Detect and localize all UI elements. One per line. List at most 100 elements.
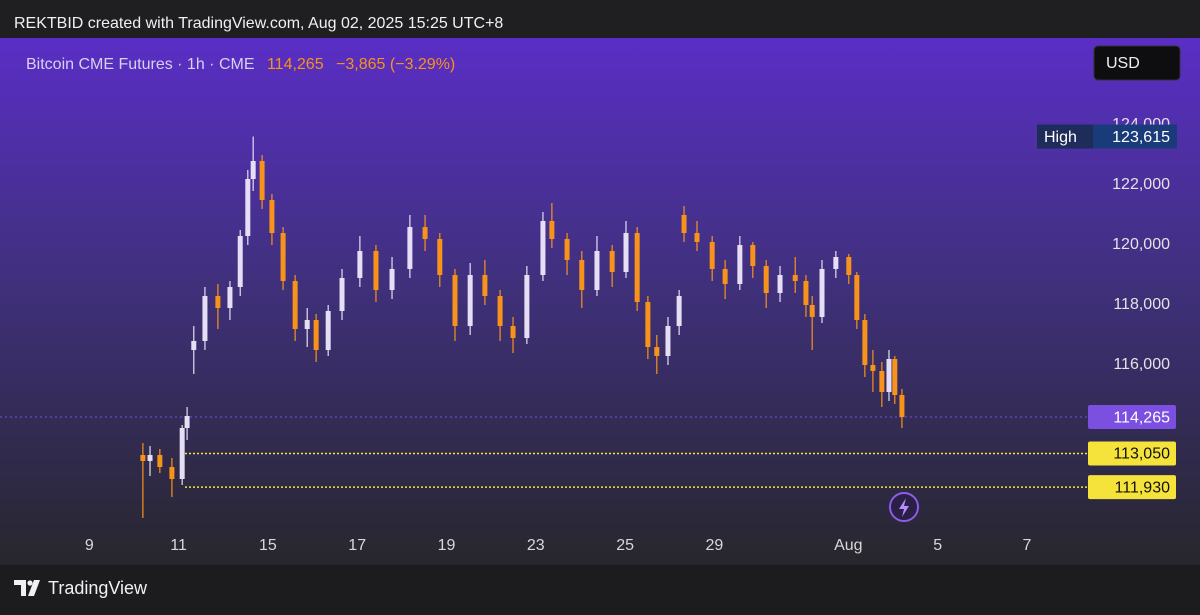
high-box-value (1093, 124, 1177, 149)
x-tick-label: 5 (933, 537, 942, 554)
price-label: 113,050 (1113, 446, 1170, 463)
x-tick-label: 17 (348, 537, 366, 554)
last-label: 114,265 (267, 56, 324, 73)
candle-body (407, 227, 413, 269)
candle-body (777, 275, 783, 293)
header-text: REKTBID created with TradingView.com, Au… (14, 15, 503, 32)
candle-body (339, 278, 345, 311)
candle-body (645, 302, 651, 347)
high-box-label (1037, 124, 1093, 149)
y-tick-label: 120,000 (1112, 236, 1170, 253)
candle-body (540, 221, 546, 275)
candle-body (259, 161, 265, 200)
candle-body (722, 269, 728, 284)
price-label-box (1088, 441, 1176, 466)
candle-body (803, 281, 809, 305)
candle-body (524, 275, 530, 338)
currency-button[interactable] (1093, 45, 1181, 81)
candle-body (237, 236, 243, 287)
candle-body (437, 239, 443, 275)
x-tick-label: 15 (259, 537, 277, 554)
candle-body (304, 320, 310, 329)
high-value: 123,615 (1112, 129, 1170, 146)
candle-body (681, 215, 687, 233)
brand-logo (14, 580, 40, 596)
candle-body (482, 275, 488, 296)
candle-body (157, 455, 163, 467)
candle-body (292, 281, 298, 329)
candle-body (325, 311, 331, 350)
price-label: 111,930 (1115, 479, 1171, 496)
price-label: 114,265 (1113, 409, 1170, 426)
event-icon (889, 492, 919, 522)
candle-body (879, 371, 885, 392)
candle-body (452, 275, 458, 326)
candle-body (694, 233, 700, 242)
candle-body (892, 359, 898, 395)
currency-button-text[interactable]: USD (1106, 55, 1140, 72)
candle-body (269, 200, 275, 233)
candle-body (792, 275, 798, 281)
candle-body (750, 245, 756, 266)
candle-body (184, 416, 190, 428)
y-tick-label: 118,000 (1113, 296, 1170, 313)
candle-body (373, 251, 379, 290)
candle-body (833, 257, 839, 269)
x-tick-label: 25 (616, 537, 634, 554)
x-tick-label: Aug (834, 537, 862, 554)
candle-body (140, 455, 146, 461)
candle-body (422, 227, 428, 239)
x-tick-label: 29 (706, 537, 724, 554)
candle-body (854, 275, 860, 320)
candle-body (227, 287, 233, 308)
price-label-box (1088, 405, 1176, 430)
brand-text: TradingView (48, 578, 148, 598)
candle-body (510, 326, 516, 338)
candle-body (899, 395, 905, 418)
x-tick-label: 11 (170, 537, 187, 554)
footer-bar (0, 565, 1200, 615)
candle-body (634, 233, 640, 302)
candle-body (147, 455, 153, 461)
candle-body (313, 320, 319, 350)
candle-body (594, 251, 600, 290)
candle-body (579, 260, 585, 290)
change-label: −3,865 (−3.29%) (336, 56, 455, 73)
candle-body (169, 467, 175, 479)
candle-body (886, 359, 892, 392)
candle-body (357, 251, 363, 278)
candle-body (665, 326, 671, 356)
x-tick-label: 23 (527, 537, 545, 554)
candle-body (870, 365, 876, 371)
candle-body (609, 251, 615, 272)
candle-body (862, 320, 868, 365)
header-bar (0, 0, 1200, 38)
x-tick-label: 7 (1023, 537, 1032, 554)
chart-background (0, 38, 1200, 565)
candle-body (497, 296, 503, 326)
legend: Bitcoin CME Futures · 1h · CME 114,265 −… (26, 56, 455, 73)
candle-body (737, 245, 743, 284)
candle-body (250, 161, 256, 179)
candle-body (191, 341, 197, 350)
candle-body (280, 233, 286, 281)
candle-body (215, 296, 221, 308)
symbol-label: Bitcoin CME Futures · 1h · CME (26, 56, 255, 73)
candle-body (564, 239, 570, 260)
candle-body (202, 296, 208, 341)
candle-body (709, 242, 715, 269)
candle-body (623, 233, 629, 272)
candle-body (179, 428, 185, 479)
price-label-box (1088, 475, 1176, 500)
x-tick-label: 19 (438, 537, 456, 554)
candle-body (819, 269, 825, 317)
candle-body (467, 275, 473, 326)
y-tick-label: 122,000 (1112, 176, 1170, 193)
candle-body (846, 257, 852, 275)
candle-body (763, 266, 769, 293)
high-label: High (1044, 129, 1077, 146)
candle-body (245, 179, 251, 236)
candle-body (654, 347, 660, 356)
